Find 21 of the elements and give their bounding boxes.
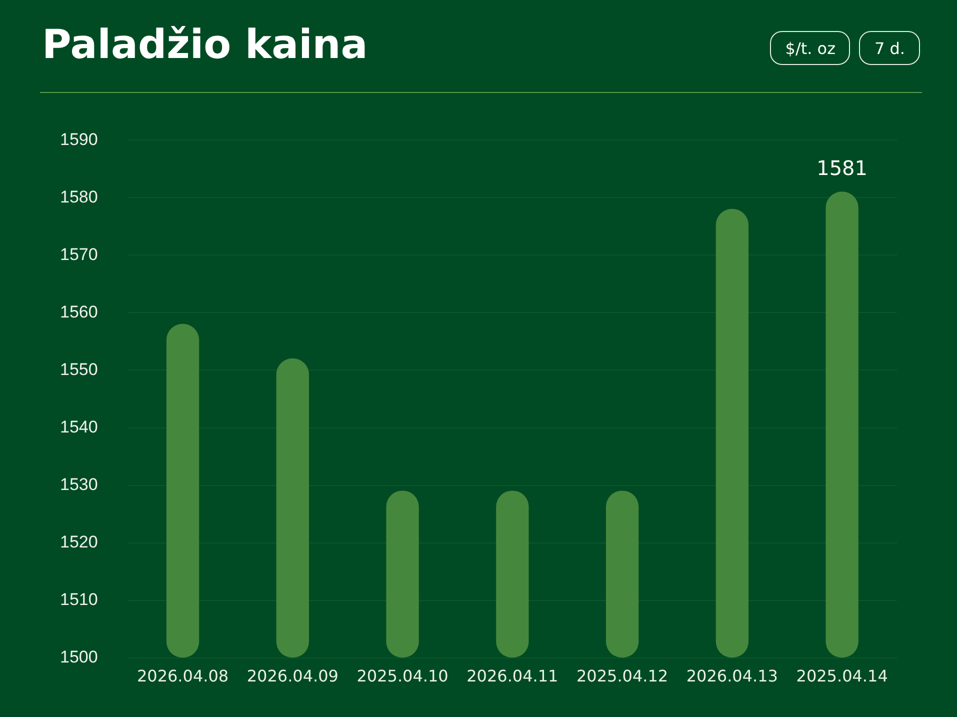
y-tick-label: 1590	[60, 130, 98, 149]
y-tick-label: 1510	[60, 590, 98, 609]
x-tick-label: 2025.04.10	[356, 666, 448, 686]
y-tick-label: 1520	[60, 532, 98, 552]
x-tick-label: 2025.04.14	[796, 666, 888, 686]
y-tick-label: 1500	[60, 647, 98, 666]
y-tick-label: 1540	[60, 417, 98, 436]
x-tick-label: 2026.04.08	[136, 666, 229, 686]
x-tick-label: 2025.04.12	[576, 666, 668, 686]
text: 7 d.	[859, 31, 920, 65]
x-tick-label: 2026.04.11	[466, 666, 558, 686]
data-label: 1581	[816, 156, 868, 180]
x-tick-label: 2026.04.13	[686, 666, 778, 686]
y-tick-label: 1550	[60, 360, 98, 379]
x-tick-label: 2026.04.09	[246, 666, 338, 686]
y-tick-label: 1580	[60, 187, 98, 206]
text: $/t. oz	[770, 31, 850, 65]
y-tick-label: 1530	[60, 474, 98, 494]
y-tick-label: 1570	[60, 244, 98, 264]
chart-title: Paladžio kaina	[42, 22, 368, 68]
y-tick-label: 1560	[60, 302, 98, 322]
